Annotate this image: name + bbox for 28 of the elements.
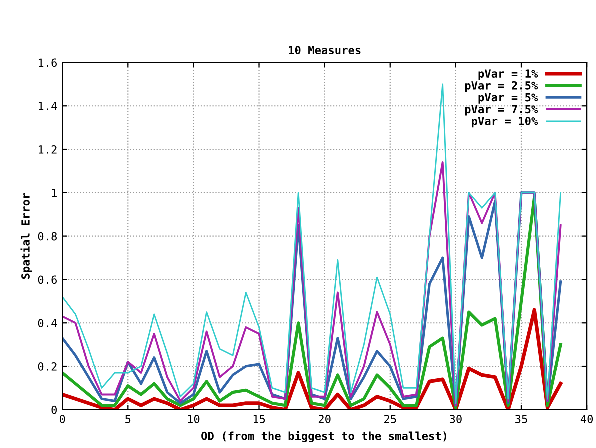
y-axis-title: Spatial Error bbox=[20, 193, 32, 280]
x-tick-label: 0 bbox=[60, 415, 66, 424]
x-tick-label: 20 bbox=[318, 415, 331, 424]
x-tick-label: 30 bbox=[450, 415, 462, 424]
x-tick-label: 15 bbox=[254, 415, 266, 424]
y-tick-label: 0.8 bbox=[38, 232, 58, 241]
y-tick-label: 1.4 bbox=[38, 102, 58, 110]
legend-label: pVar = 2.5% bbox=[465, 81, 538, 92]
y-tick-label: 0.6 bbox=[38, 276, 57, 284]
x-tick-label: 40 bbox=[580, 415, 594, 424]
legend-label: pVar = 10% bbox=[472, 117, 538, 128]
chart-title: 10 Measures bbox=[289, 46, 361, 55]
line-series bbox=[62, 308, 563, 410]
x-axis-title: OD (from the biggest to the smallest) bbox=[202, 431, 446, 442]
y-tick-label: 1 bbox=[52, 189, 57, 198]
x-tick-label: 5 bbox=[126, 415, 131, 424]
x-tick-label: 35 bbox=[516, 415, 528, 424]
y-tick-label: 1.2 bbox=[38, 146, 57, 154]
y-tick-label: 0.2 bbox=[38, 362, 57, 371]
x-tick-label: 25 bbox=[384, 415, 396, 424]
legend-label: pVar = 7.5% bbox=[465, 105, 538, 116]
legend-label: pVar = 5% bbox=[478, 93, 538, 104]
y-tick-label: 0.4 bbox=[38, 319, 58, 328]
x-tick-label: 10 bbox=[188, 415, 200, 424]
y-tick-label: 0 bbox=[52, 406, 57, 414]
legend-label: pVar = 1% bbox=[478, 70, 538, 80]
line-series bbox=[62, 84, 562, 404]
y-tick-label: 1.6 bbox=[38, 58, 57, 68]
